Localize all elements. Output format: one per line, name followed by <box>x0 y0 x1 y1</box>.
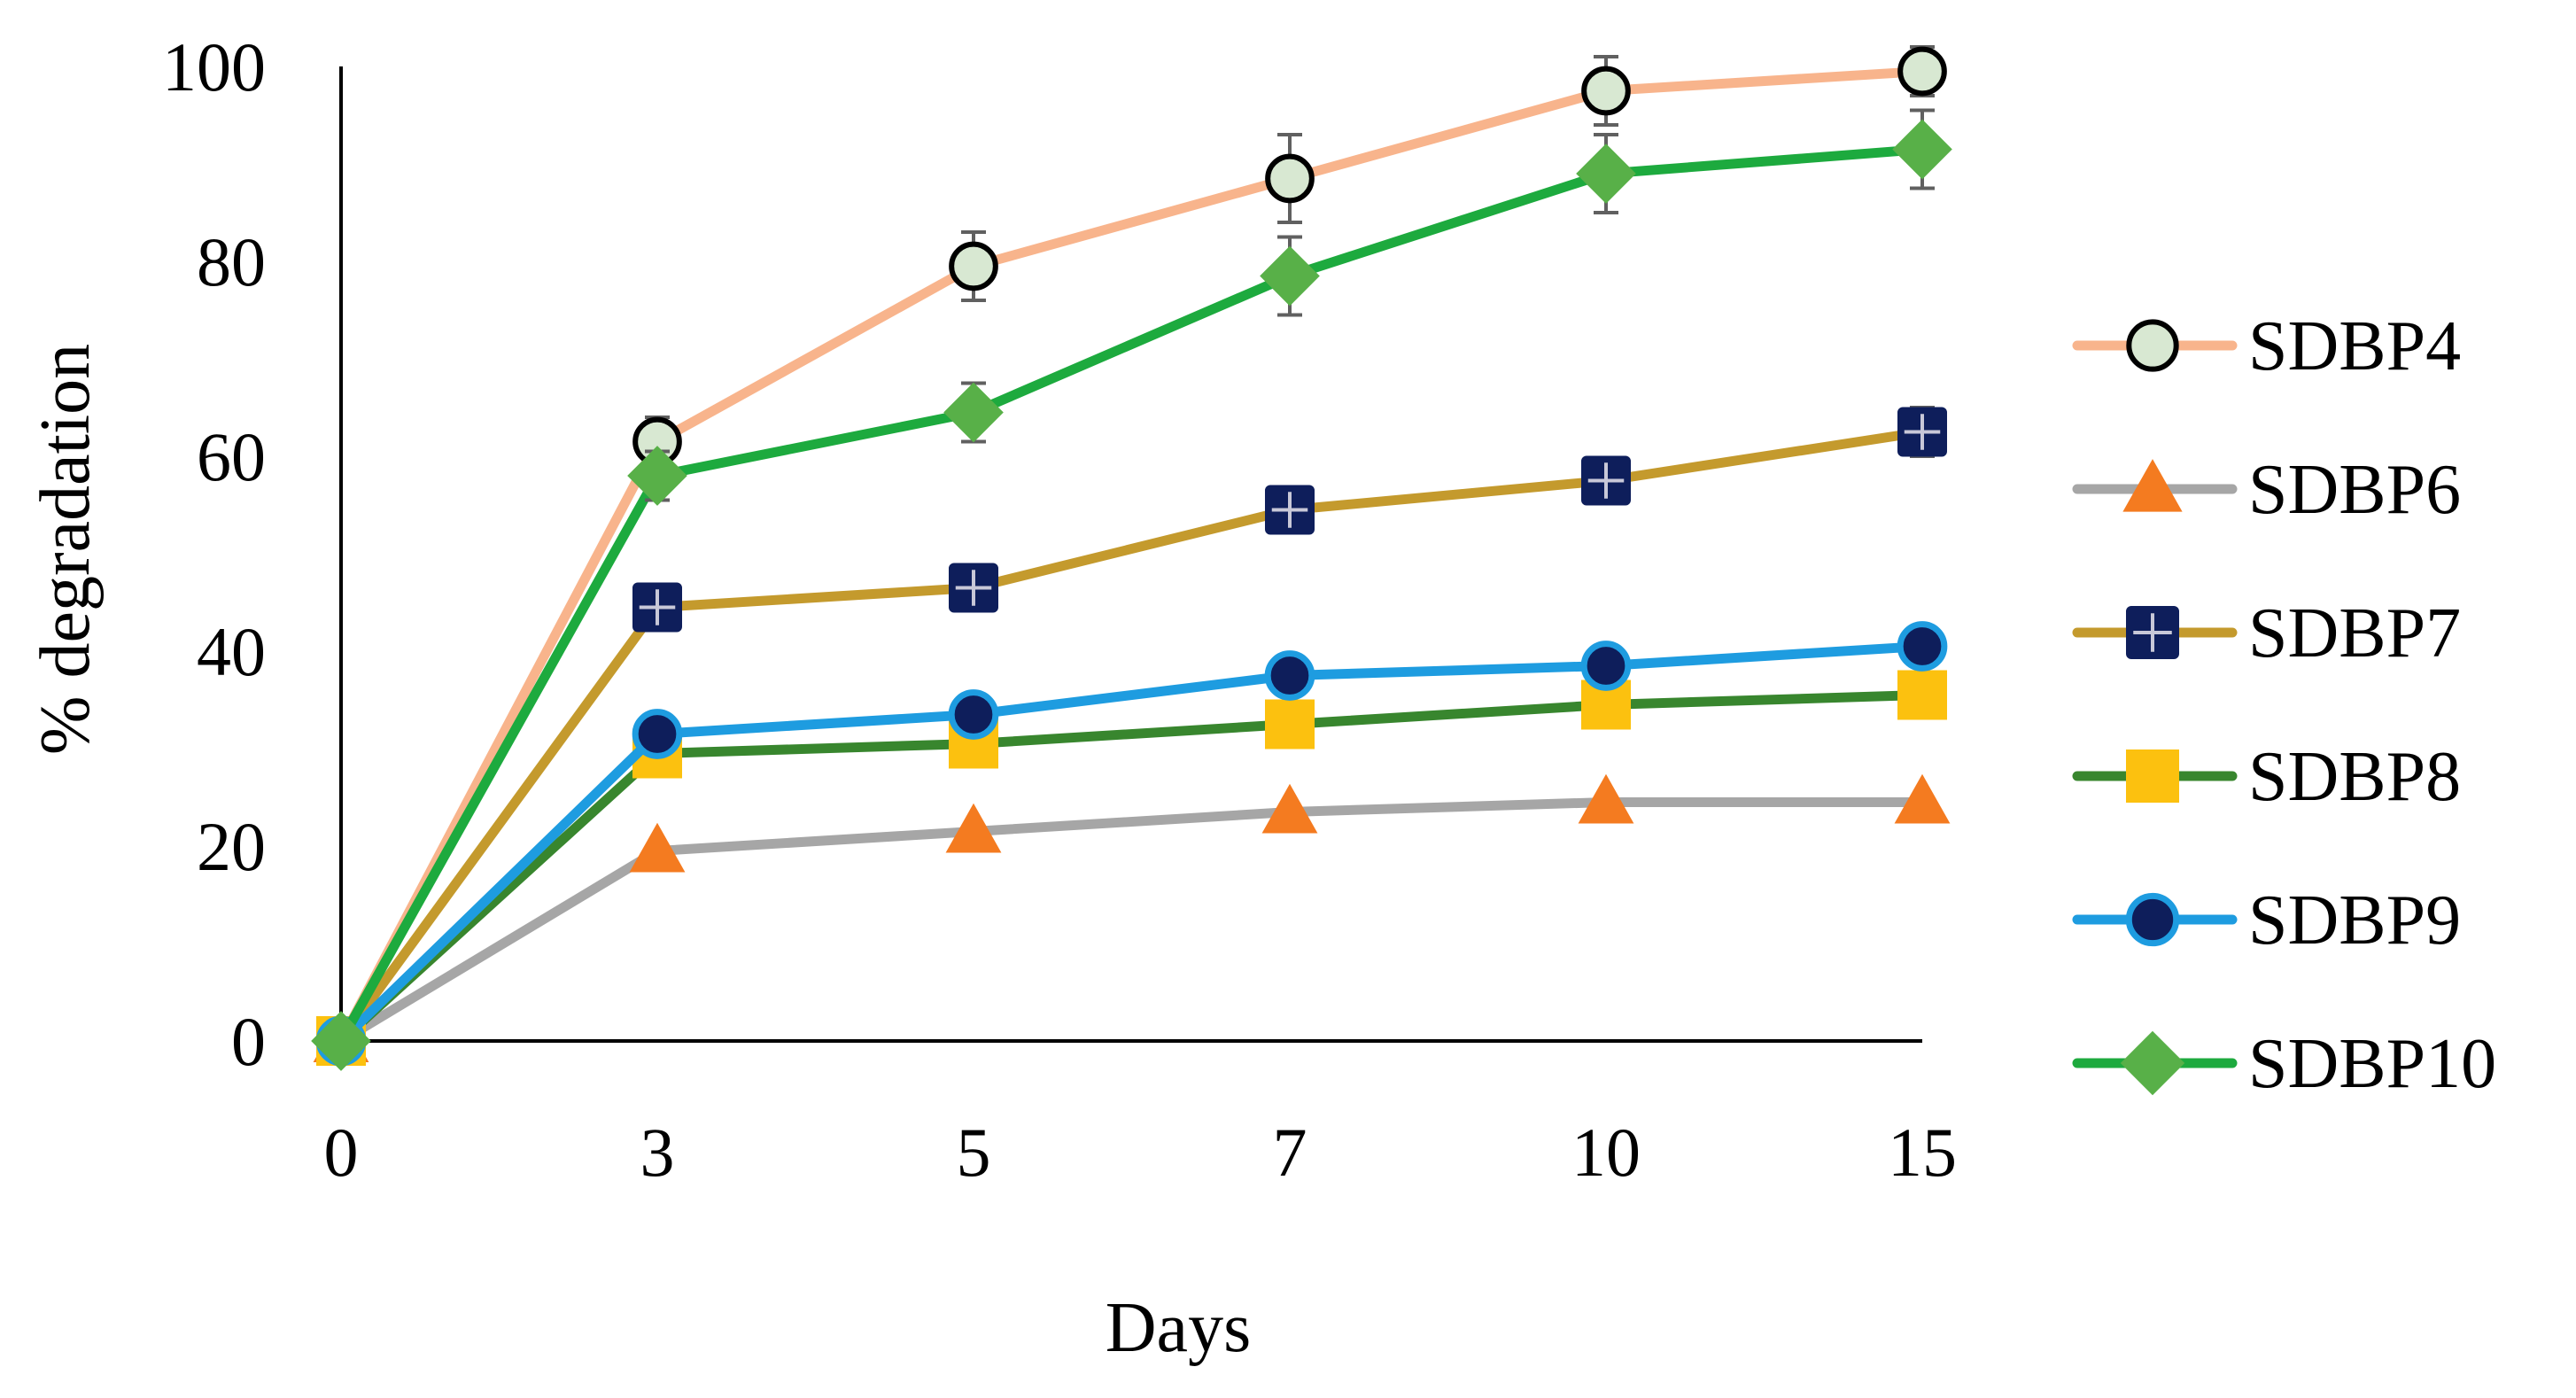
legend-marker <box>2125 892 2180 947</box>
y-tick-label: 20 <box>197 808 266 885</box>
data-point <box>948 689 999 740</box>
chart-axes <box>339 66 1922 1043</box>
x-tick-label: 15 <box>1888 1114 1957 1191</box>
data-point <box>1897 46 1947 97</box>
legend-item-sdbp9: SDBP9 <box>2072 882 2461 959</box>
x-tick-label: 3 <box>640 1114 675 1191</box>
y-axis-title: % degradation <box>27 344 105 755</box>
legend-item-sdbp7: SDBP7 <box>2072 594 2461 672</box>
data-point <box>1261 783 1318 834</box>
legend-marker <box>2126 319 2179 372</box>
data-point <box>1265 699 1315 749</box>
x-tick-labels: 0 3 5 7 10 15 <box>324 1114 1958 1191</box>
data-point <box>1897 407 1947 457</box>
data-point <box>943 382 1004 443</box>
data-point <box>1581 66 1631 116</box>
legend-label: SDBP9 <box>2248 882 2461 959</box>
data-point <box>632 582 682 633</box>
y-tick-label: 60 <box>197 418 266 495</box>
legend-label: SDBP7 <box>2248 594 2461 672</box>
data-point <box>949 241 998 291</box>
y-tick-label: 0 <box>231 1003 266 1080</box>
series-line <box>336 641 1928 1046</box>
legend-item-sdbp8: SDBP8 <box>2072 738 2461 816</box>
series-sdbp6 <box>313 773 1951 1062</box>
x-tick-label: 7 <box>1273 1114 1307 1191</box>
series-sdbp7 <box>316 406 1947 1066</box>
data-point <box>1265 485 1315 535</box>
legend-label: SDBP8 <box>2248 738 2461 816</box>
data-point <box>632 709 683 759</box>
legend-item-sdbp6: SDBP6 <box>2072 451 2461 529</box>
legend-marker <box>2122 459 2183 512</box>
y-tick-labels: 0 20 40 60 80 100 <box>162 28 266 1080</box>
data-point <box>311 1011 371 1071</box>
legend-item-sdbp4: SDBP4 <box>2072 307 2461 385</box>
series-line <box>336 690 1928 1046</box>
data-point <box>627 446 687 506</box>
x-tick-label: 10 <box>1571 1114 1641 1191</box>
legend: SDBP4 SDBP6 SDBP7 SDBP8 SDBP9 SDBP10 <box>2072 307 2496 1103</box>
series-line <box>336 427 1928 1046</box>
data-point <box>1897 621 1948 672</box>
data-point <box>1260 245 1320 307</box>
legend-marker <box>2126 606 2179 659</box>
data-point <box>1897 670 1947 720</box>
legend-item-sdbp10: SDBP10 <box>2072 1025 2496 1103</box>
data-point <box>945 803 1002 853</box>
legend-marker <box>2120 1030 2185 1096</box>
series-line <box>336 66 1928 1046</box>
data-point <box>1581 455 1631 506</box>
x-tick-label: 0 <box>324 1114 359 1191</box>
data-point <box>1264 650 1315 701</box>
data-point <box>629 822 686 873</box>
y-tick-label: 80 <box>197 223 266 300</box>
y-tick-label: 100 <box>162 28 266 105</box>
data-point <box>1578 773 1634 824</box>
series-line <box>336 144 1928 1046</box>
data-point <box>1580 641 1632 691</box>
legend-label: SDBP6 <box>2248 451 2461 529</box>
data-point <box>1894 773 1951 824</box>
data-point <box>1576 144 1636 204</box>
legend-label: SDBP4 <box>2248 307 2461 385</box>
x-axis-title: Days <box>1106 1289 1251 1367</box>
series-sdbp4 <box>316 45 1947 1066</box>
data-point <box>1265 153 1315 204</box>
data-point <box>949 563 998 613</box>
legend-label: SDBP10 <box>2248 1025 2496 1103</box>
series-line <box>336 797 1928 1046</box>
series-layer <box>311 45 1952 1071</box>
series-sdbp8 <box>316 670 1947 1066</box>
series-sdbp10 <box>311 108 1952 1071</box>
y-tick-label: 40 <box>197 613 266 690</box>
x-tick-label: 5 <box>957 1114 991 1191</box>
legend-marker <box>2126 749 2179 803</box>
data-point <box>1892 119 1952 180</box>
